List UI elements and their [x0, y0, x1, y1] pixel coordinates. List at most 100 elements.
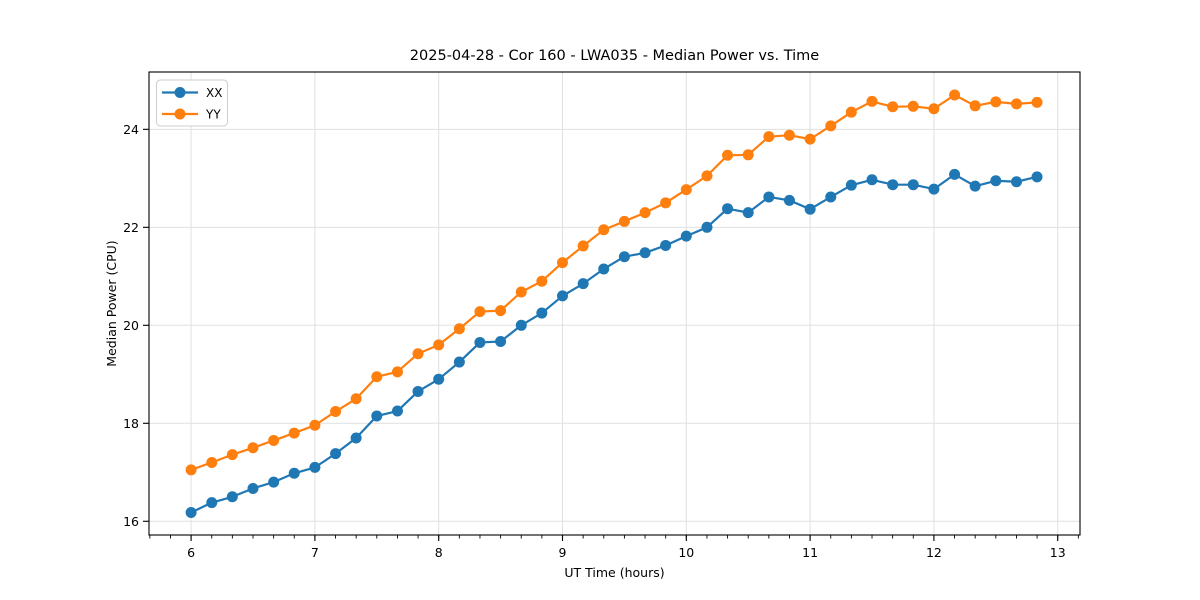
data-point-yy	[804, 133, 816, 145]
data-point-yy	[247, 442, 259, 454]
data-point-xx	[969, 180, 981, 192]
data-point-xx	[309, 461, 321, 473]
data-point-xx	[536, 307, 548, 319]
data-point-yy	[515, 286, 527, 298]
data-point-xx	[722, 203, 734, 215]
data-point-yy	[701, 170, 713, 182]
data-point-xx	[990, 175, 1002, 187]
data-point-yy	[887, 101, 899, 113]
data-point-xx	[639, 247, 651, 259]
legend: XX YY	[156, 79, 228, 127]
data-point-xx	[433, 373, 445, 385]
data-point-yy	[722, 149, 734, 161]
y-tick-label: 24	[123, 122, 139, 137]
data-point-xx	[185, 506, 197, 518]
y-axis-label: Median Power (CPU)	[104, 240, 119, 366]
data-point-yy	[474, 306, 486, 318]
data-point-yy	[268, 434, 280, 446]
data-point-yy	[783, 129, 795, 141]
data-point-xx	[371, 410, 383, 422]
data-point-xx	[949, 168, 961, 180]
x-tick-label: 12	[926, 545, 942, 560]
x-tick-label: 13	[1050, 545, 1066, 560]
data-point-yy	[990, 96, 1002, 108]
data-point-xx	[330, 448, 342, 460]
data-point-yy	[495, 305, 507, 317]
y-tick-label: 16	[123, 514, 139, 529]
axis-ticks	[143, 128, 1079, 541]
data-point-xx	[391, 405, 403, 417]
data-point-yy	[185, 464, 197, 476]
data-point-yy	[949, 89, 961, 101]
y-tick-label: 18	[123, 416, 139, 431]
data-point-yy	[763, 131, 775, 143]
legend-marker-yy	[174, 108, 186, 120]
y-tick-label: 20	[123, 318, 139, 333]
data-point-xx	[887, 179, 899, 191]
x-tick-label: 8	[435, 545, 443, 560]
data-point-yy	[845, 106, 857, 118]
data-point-yy	[639, 207, 651, 219]
x-tick-label: 7	[311, 545, 319, 560]
legend-label-yy: YY	[205, 107, 221, 121]
data-point-xx	[412, 385, 424, 397]
data-point-yy	[206, 456, 218, 468]
data-point-yy	[618, 215, 630, 227]
data-point-yy	[536, 275, 548, 287]
data-point-xx	[907, 179, 919, 191]
data-point-yy	[1010, 98, 1022, 110]
data-point-xx	[206, 497, 218, 509]
data-point-xx	[247, 482, 259, 494]
data-point-xx	[804, 203, 816, 215]
legend-marker-xx	[174, 87, 186, 98]
tick-labels: 6 7 8 9 10 11 12 13 16 18 20 22 24	[123, 122, 1066, 560]
x-tick-label: 9	[559, 545, 567, 560]
data-point-yy	[391, 366, 403, 378]
data-point-xx	[783, 194, 795, 206]
data-point-xx	[557, 290, 568, 302]
data-point-xx	[268, 476, 280, 488]
x-axis-label: UT Time (hours)	[564, 565, 664, 580]
data-point-xx	[928, 183, 940, 195]
data-point-xx	[350, 432, 362, 444]
x-tick-label: 6	[187, 545, 195, 560]
y-tick-label: 22	[123, 220, 139, 235]
data-point-yy	[453, 323, 465, 335]
data-point-yy	[1031, 96, 1043, 108]
data-series	[185, 89, 1043, 518]
data-point-yy	[969, 100, 981, 112]
grid-lines	[149, 72, 1080, 535]
plot-border	[148, 71, 1081, 536]
data-point-yy	[866, 95, 878, 107]
legend-label-xx: XX	[206, 86, 222, 100]
data-point-yy	[288, 427, 300, 439]
data-point-xx	[825, 191, 837, 203]
data-point-yy	[598, 224, 610, 236]
data-point-xx	[660, 239, 672, 251]
data-point-xx	[763, 191, 775, 203]
chart-title: 2025-04-28 - Cor 160 - LWA035 - Median P…	[410, 48, 819, 64]
data-point-yy	[226, 449, 238, 461]
data-point-xx	[474, 336, 486, 348]
data-point-yy	[660, 197, 672, 209]
series-line-yy	[189, 93, 1039, 471]
data-point-xx	[701, 221, 713, 233]
data-point-xx	[618, 251, 630, 263]
data-point-yy	[825, 120, 837, 132]
data-point-yy	[433, 339, 445, 351]
data-point-yy	[309, 419, 321, 431]
data-point-xx	[495, 335, 507, 347]
data-point-yy	[350, 393, 362, 405]
data-point-xx	[1031, 171, 1043, 183]
data-point-yy	[742, 149, 754, 161]
data-point-xx	[866, 174, 878, 186]
data-point-yy	[577, 240, 589, 252]
data-point-xx	[577, 278, 589, 290]
data-point-yy	[907, 100, 919, 112]
data-point-yy	[680, 184, 692, 196]
data-point-yy	[412, 348, 424, 360]
data-point-xx	[598, 263, 610, 275]
data-point-xx	[845, 179, 857, 191]
data-point-xx	[515, 319, 527, 331]
